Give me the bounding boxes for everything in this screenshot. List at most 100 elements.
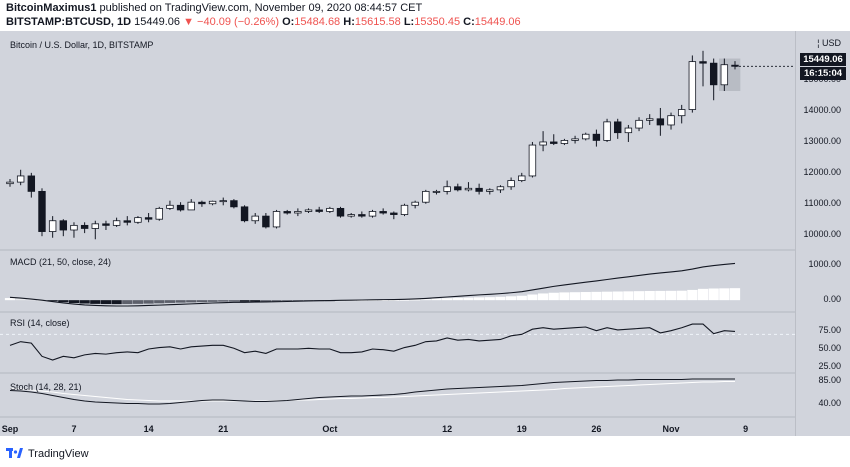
candle-body (368, 211, 377, 217)
candle-body (208, 200, 217, 205)
candle-body (443, 186, 451, 192)
candle-body (304, 209, 313, 212)
rsi-pane-title: RSI (14, close) (10, 318, 70, 328)
macd-histogram-bar (271, 300, 282, 302)
candle-body (592, 133, 601, 141)
candle-body (347, 214, 355, 217)
high-value: 15615.58 (354, 16, 401, 28)
candle-body (635, 119, 643, 129)
macd-histogram-bar (90, 300, 101, 304)
macd-histogram-bar (601, 291, 613, 301)
macd-histogram-bar (388, 299, 399, 301)
x-tick-label: 26 (591, 424, 602, 434)
candle-body (102, 223, 110, 226)
author-name[interactable]: BitcoinMaximus1 (6, 2, 97, 14)
macd-histogram-bar (559, 292, 570, 301)
rsi-tick-label: 75.00 (818, 324, 841, 335)
macd-tick-label: 1000.00 (808, 258, 841, 269)
candle-body (112, 220, 121, 226)
macd-histogram-bar (15, 298, 26, 301)
macd-histogram-bar (431, 298, 442, 301)
macd-histogram-bar (100, 300, 112, 305)
rsi-tick-label: 50.00 (818, 343, 841, 353)
macd-histogram-bar (154, 300, 165, 304)
price-axis[interactable] (795, 31, 850, 436)
candle-body (400, 204, 409, 215)
candle-body (16, 175, 25, 183)
candle-body (294, 211, 302, 214)
symbol-label[interactable]: BITSTAMP:BTCUSD, 1D (6, 16, 132, 28)
macd-histogram-bar (633, 291, 645, 301)
macd-pane-title: MACD (21, 50, close, 24) (10, 257, 112, 267)
candle-body (27, 175, 36, 192)
candle-body (315, 209, 323, 212)
currency-text: USD (821, 38, 841, 48)
currency-lock-icon: ¦ (817, 38, 822, 48)
chart-area[interactable] (0, 31, 850, 436)
macd-histogram-bar (505, 296, 517, 301)
x-tick-label: 21 (218, 424, 229, 434)
candle-body (688, 61, 697, 110)
candle-body (656, 118, 665, 126)
x-tick-label: Sep (1, 424, 19, 434)
macd-histogram-bar (228, 300, 240, 302)
macd-histogram-bar (569, 292, 581, 301)
macd-histogram-bar (655, 290, 666, 301)
close-label: C: (463, 16, 475, 28)
macd-histogram-bar (410, 299, 421, 301)
x-tick-label: Oct (322, 424, 338, 434)
macd-histogram-bar (26, 299, 37, 301)
tradingview-logo[interactable]: TradingView (6, 448, 89, 460)
macd-histogram-bar (463, 297, 474, 301)
candle-body (411, 201, 419, 206)
candle-body (454, 186, 462, 191)
candle-body (155, 207, 163, 220)
main-pane-title: Bitcoin / U.S. Dollar, 1D, BITSTAMP (10, 40, 154, 50)
rsi-tick-label: 25.00 (818, 361, 841, 372)
candle-body (496, 186, 505, 191)
x-tick-label: 12 (442, 424, 453, 434)
down-arrow-icon: ▼ (183, 16, 194, 28)
macd-histogram-bar (196, 300, 208, 303)
candle-body (667, 115, 675, 126)
macd-histogram-bar (58, 300, 69, 303)
macd-histogram-bar (282, 300, 293, 302)
price-tick-label: 13000.00 (803, 135, 841, 146)
macd-histogram-bar (122, 300, 133, 305)
open-label: O: (282, 16, 295, 28)
price-tick-label: 11000.00 (804, 197, 841, 208)
candle-body (646, 118, 654, 121)
macd-histogram-bar (665, 290, 677, 301)
x-tick-label: Nov (662, 424, 680, 434)
candle-body (571, 138, 579, 141)
candle-body (6, 181, 14, 185)
stoch-k-line (9, 378, 735, 405)
candle-body (422, 190, 430, 203)
candle-body (272, 211, 281, 228)
macd-histogram-bar (697, 288, 709, 301)
last-price: 15449.06 (134, 16, 181, 28)
price-tick-label: 15000.00 (803, 74, 841, 85)
price-change: −40.09 (−0.26%) (197, 16, 279, 28)
candle-body (614, 121, 622, 134)
candle-body (432, 190, 441, 193)
macd-histogram-bar (719, 288, 730, 301)
candle-body (390, 212, 398, 215)
x-tick-label: 14 (143, 424, 154, 434)
macd-histogram-bar (420, 299, 431, 301)
stoch-tick-label: 85.00 (818, 375, 841, 385)
candle-body (48, 220, 57, 232)
candle-body (550, 141, 558, 144)
candle-body (80, 224, 89, 229)
macd-histogram-bar (79, 300, 90, 304)
candle-body (134, 217, 142, 223)
currency-label: ¦ USD (817, 38, 841, 48)
macd-histogram-bar (729, 288, 741, 301)
high-label: H: (343, 16, 355, 28)
candle-body (464, 187, 473, 191)
macd-histogram-bar (260, 300, 271, 302)
chart-header: BitcoinMaximus1 published on TradingView… (0, 0, 850, 30)
x-tick-label: 7 (71, 424, 77, 434)
macd-histogram-bar (218, 300, 229, 302)
